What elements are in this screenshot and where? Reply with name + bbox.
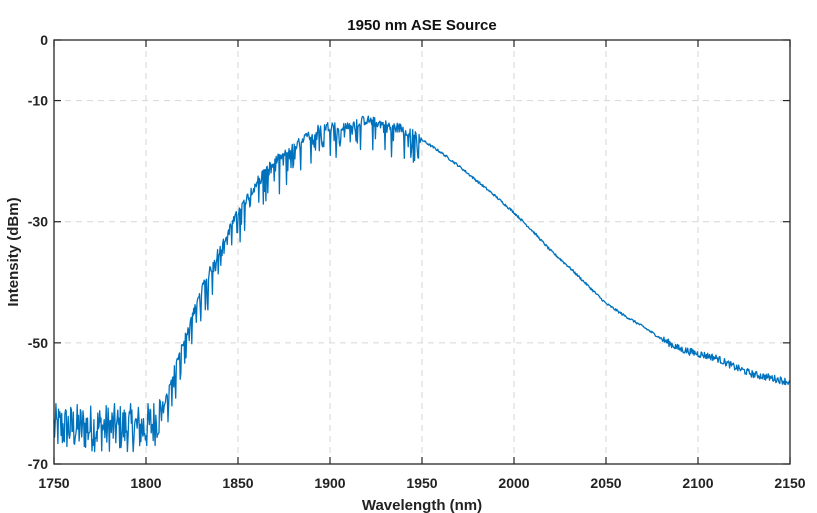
x-tick-label: 1950 [406, 475, 437, 491]
spectrum-line [53, 115, 791, 453]
y-tick-label: -50 [28, 335, 48, 351]
x-tick-label: 2000 [498, 475, 529, 491]
grid [54, 40, 790, 464]
x-axis-title: Wavelength (nm) [362, 497, 482, 513]
x-tick-label: 2100 [682, 475, 713, 491]
x-tick-label: 1900 [314, 475, 345, 491]
tick-labels: 1750 1800 1850 1900 1950 2000 2050 2100 2150 0 -10… [28, 32, 806, 491]
x-tick-label: 1750 [38, 475, 69, 491]
x-tick-label: 1800 [130, 475, 161, 491]
ticks [53, 39, 791, 465]
y-tick-label: -10 [28, 93, 48, 109]
chart-title: 1950 nm ASE Source [347, 17, 497, 34]
y-axis-title: Intensity (dBm) [5, 197, 22, 306]
y-tick-label: -30 [28, 214, 48, 230]
y-tick-label: -70 [28, 456, 48, 472]
x-tick-label: 2150 [774, 475, 805, 491]
x-tick-label: 1850 [222, 475, 253, 491]
plot-area [53, 115, 791, 453]
x-tick-label: 2050 [590, 475, 621, 491]
y-tick-label: 0 [40, 32, 48, 48]
